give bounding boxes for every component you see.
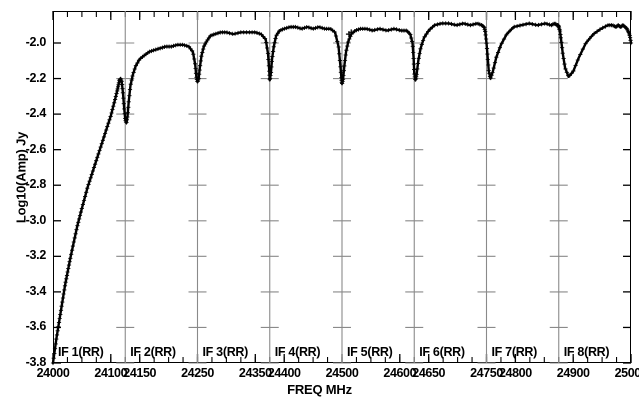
y-tick-label: -2.6: [25, 141, 47, 156]
if-segment-label-3: IF 3(RR): [202, 345, 249, 359]
if-segment-label-1: IF 1(RR): [58, 345, 104, 359]
x-tick-label: 24750: [470, 366, 503, 380]
x-axis-title: FREQ MHz: [287, 382, 352, 397]
if-segment-label-4: IF 4(RR): [274, 345, 321, 359]
y-tick-label: -3.8: [25, 355, 47, 369]
x-tick-label: 24900: [556, 366, 590, 380]
y-tick-label: -3.2: [25, 248, 47, 263]
x-tick-label: 24500: [325, 366, 359, 380]
x-tick-label: 25000: [614, 366, 639, 380]
if-segment-label-7: IF 7(RR): [491, 345, 538, 359]
x-tick-label: 24100: [94, 366, 128, 380]
y-tick-label: -2.2: [25, 70, 47, 85]
if-segment-label-5: IF 5(RR): [347, 345, 393, 359]
x-tick-label: 24600: [383, 366, 417, 380]
if-segment-label-2: IF 2(RR): [130, 345, 176, 359]
y-tick-label: -3.4: [25, 283, 47, 298]
if-segment-label-6: IF 6(RR): [419, 345, 465, 359]
x-tick-label: 24000: [36, 366, 70, 380]
x-tick-label: 24650: [412, 366, 446, 380]
if-segment-label-8: IF 8(RR): [563, 345, 610, 359]
x-tick-label: 24250: [181, 366, 214, 380]
y-tick-label: -3.0: [25, 212, 47, 227]
x-tick-label: 24800: [499, 366, 532, 380]
x-tick-label: 24350: [238, 366, 272, 380]
x-tick-label: 24400: [267, 366, 301, 380]
y-tick-label: -2.8: [25, 177, 47, 192]
x-tick-label: 24150: [123, 366, 157, 380]
outlier-marker: [348, 29, 355, 36]
y-tick-label: -2.0: [25, 35, 47, 49]
data-point-markers: [50, 21, 634, 366]
y-tick-label: -2.4: [25, 106, 47, 121]
y-tick-label: -3.6: [25, 319, 47, 334]
